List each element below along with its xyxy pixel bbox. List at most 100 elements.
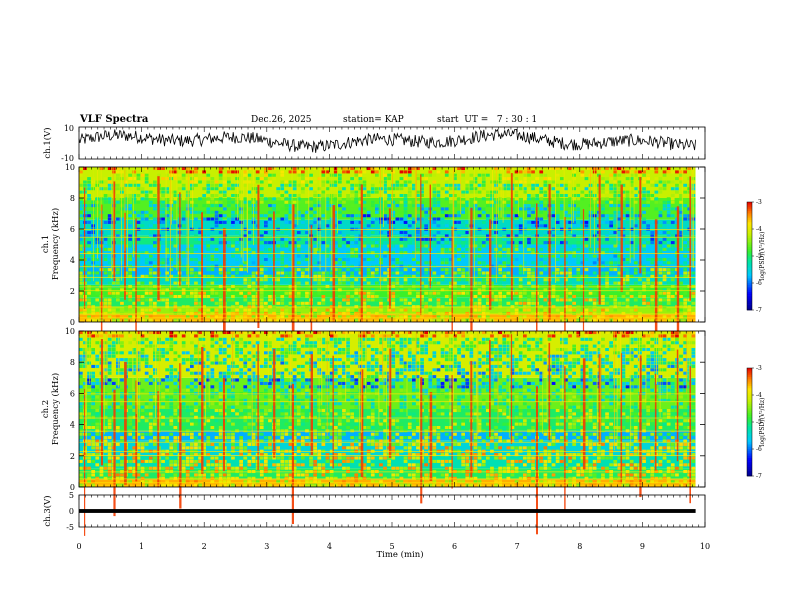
spectrogram-cell — [140, 214, 145, 218]
spectrogram-cell — [202, 381, 206, 385]
spectrogram-cell — [391, 214, 396, 218]
spectrogram-cell — [194, 224, 198, 228]
spectrogram-cell — [617, 288, 622, 292]
spectrogram-cell — [243, 344, 248, 348]
spectrogram-cell — [457, 268, 461, 272]
spectrogram-cell — [181, 173, 186, 177]
spectrogram-cell — [194, 344, 198, 348]
spectrogram-cell — [387, 315, 391, 319]
spectrogram-cell — [264, 220, 268, 224]
spectrogram-cell — [107, 422, 112, 426]
spectrogram-cell — [642, 167, 646, 171]
spectrogram-cell — [576, 278, 581, 282]
spectrogram-cell — [490, 220, 494, 224]
spectrogram-cell — [518, 315, 523, 319]
spectrogram-cell — [465, 180, 470, 184]
spectrogram-cell — [629, 170, 634, 174]
spectrogram-cell — [161, 217, 165, 221]
spectrogram-cell — [366, 224, 371, 228]
spectrogram-cell — [654, 190, 659, 194]
spectrogram-cell — [181, 405, 186, 409]
spectrogram-cell — [498, 268, 502, 272]
spectrogram-cell — [395, 258, 400, 262]
spectrogram-cell — [432, 187, 437, 191]
spectrogram-cell — [202, 337, 206, 341]
spectrogram-cell — [354, 234, 359, 238]
spectrogram-cell — [629, 308, 634, 312]
spectrogram-cell — [210, 334, 215, 338]
spectrogram-cell — [403, 301, 408, 305]
spectrogram-cell — [350, 194, 354, 198]
spectrogram-cell — [103, 237, 108, 241]
spectrogram-cell — [531, 180, 535, 184]
spectrogram-cell — [560, 251, 564, 255]
spectrogram-cell — [642, 194, 646, 198]
spectrogram-cell — [440, 173, 445, 177]
spectrogram-cell — [243, 341, 248, 345]
spectrogram-cell — [181, 177, 186, 181]
spectrogram-cell — [107, 426, 112, 430]
spectrogram-cell — [420, 187, 424, 191]
spectrogram-streak — [319, 167, 321, 271]
spectrogram-cell — [514, 224, 519, 228]
spectrogram-cell — [477, 288, 482, 292]
spectrogram-cell — [486, 173, 490, 177]
spectrogram-cell — [276, 288, 280, 292]
spectrogram-cell — [218, 442, 223, 446]
spectrogram-cell — [383, 187, 387, 191]
spectrogram-cell — [601, 204, 605, 208]
spectrogram-cell — [461, 301, 465, 305]
spectrogram-cell — [83, 167, 87, 171]
spectrogram-cell — [350, 204, 354, 208]
spectrogram-cell — [227, 311, 231, 315]
spectrogram-cell — [403, 217, 408, 221]
spectrogram-cell — [605, 190, 609, 194]
spectrogram-streak — [192, 167, 194, 229]
spectrogram-cell — [362, 194, 367, 198]
spectrogram-cell — [683, 301, 687, 305]
spectrogram-cell — [190, 288, 194, 292]
spectrogram-cell — [650, 167, 655, 171]
spectrogram-cell — [185, 351, 190, 355]
spectrogram-cell — [227, 183, 231, 187]
spectrogram-cell — [543, 308, 548, 312]
spectrogram-cell — [169, 341, 174, 345]
spectrogram-cell — [296, 214, 301, 218]
spectrogram-cell — [153, 167, 157, 171]
spectrogram-cell — [342, 278, 346, 282]
spectrogram-cell — [650, 251, 655, 255]
spectrogram-cell — [572, 217, 576, 221]
spectrogram-cell — [296, 254, 301, 258]
spectrogram-cell — [609, 298, 613, 302]
spectrogram-cell — [420, 217, 424, 221]
spectrogram-cell — [321, 295, 326, 299]
spectrogram-cell — [161, 422, 165, 426]
spectrogram-cell — [218, 405, 223, 409]
spectrogram-cell — [576, 268, 581, 272]
spectrogram-cell — [436, 217, 441, 221]
spectrogram-cell — [572, 220, 576, 224]
spectrogram-cell — [601, 261, 605, 265]
spectrogram-cell — [107, 190, 112, 194]
spectrogram-cell — [173, 254, 178, 258]
spectrogram-cell — [498, 258, 502, 262]
spectrogram-cell — [206, 364, 211, 368]
spectrogram-cell — [383, 251, 387, 255]
spectrogram-cell — [111, 331, 116, 335]
spectrogram-cell — [206, 281, 211, 285]
spectrogram-cell — [161, 351, 165, 355]
spectrogram-cell — [576, 274, 581, 278]
spectrogram-cell — [177, 308, 182, 312]
spectrogram-cell — [231, 436, 235, 440]
spectrogram-cell — [148, 432, 153, 436]
spectrogram-cell — [111, 311, 116, 315]
spectrogram-cell — [194, 180, 198, 184]
spectrogram-cell — [679, 207, 683, 211]
spectrogram-cell — [325, 207, 330, 211]
spectrogram-cell — [346, 237, 350, 241]
spectrogram-cell — [461, 210, 465, 214]
spectrogram-cell — [440, 308, 445, 312]
spectrogram-cell — [259, 298, 264, 302]
spectrogram-cell — [333, 220, 338, 224]
spectrogram-cell — [662, 254, 667, 258]
